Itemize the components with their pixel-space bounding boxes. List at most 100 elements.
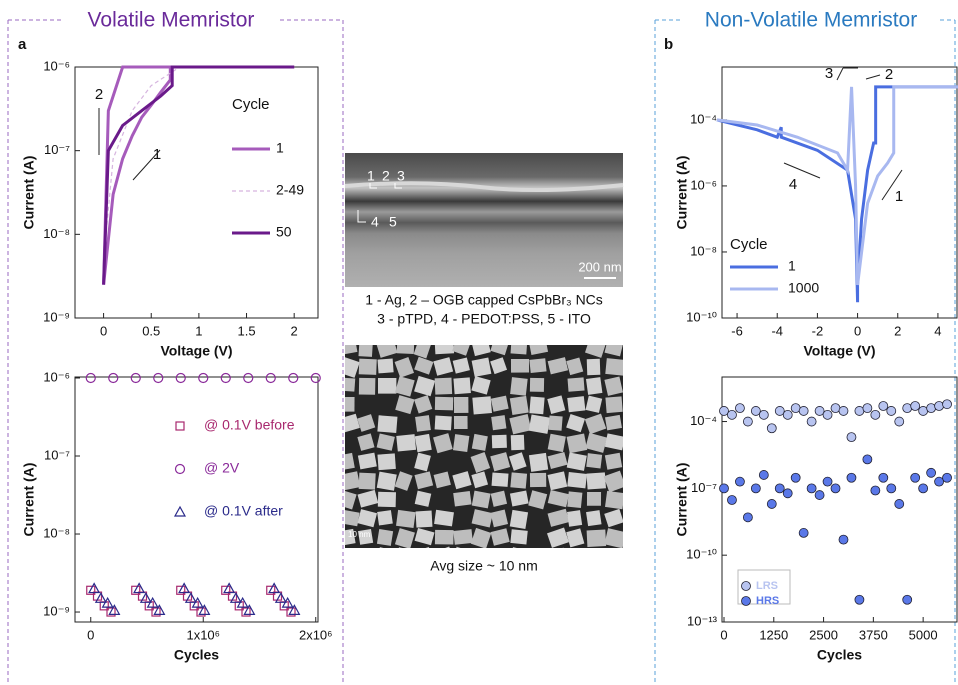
series-line <box>102 65 295 285</box>
x-tick-label: 0 <box>854 323 861 338</box>
nanocube <box>490 357 508 375</box>
legend-marker <box>741 596 751 606</box>
nanocube <box>345 528 356 546</box>
legend-marker <box>175 421 185 431</box>
nanocube <box>377 415 398 433</box>
marker <box>274 592 287 603</box>
nanocube <box>453 396 469 413</box>
nanocube <box>414 490 432 507</box>
marker <box>243 372 254 384</box>
marker <box>176 585 186 595</box>
left-title: Volatile Memristor <box>88 9 255 32</box>
nanocube <box>415 415 431 432</box>
x-tick-label: 3750 <box>859 627 888 642</box>
y-tick-label: 10⁻⁶ <box>690 177 717 192</box>
nanocube <box>471 345 491 357</box>
nanocube <box>547 490 570 508</box>
arrow <box>881 169 903 201</box>
marker <box>782 488 793 499</box>
nanocube <box>415 510 433 528</box>
nanocube <box>605 396 623 414</box>
marker <box>838 406 849 416</box>
nanocube <box>414 527 435 546</box>
nanocube <box>345 509 360 527</box>
nanocube <box>453 377 471 395</box>
marker <box>822 476 833 487</box>
annotation: 2 <box>95 86 103 103</box>
x-tick-label: 1.5 <box>237 323 255 338</box>
arrow <box>836 67 844 81</box>
y-axis-label: Current (A) <box>674 156 690 230</box>
nanocube <box>567 491 583 508</box>
marker <box>196 607 206 617</box>
y-tick-label: 10⁻⁶ <box>43 369 70 384</box>
nanocube <box>510 377 528 396</box>
x-tick-label: 2500 <box>809 627 838 642</box>
nanocube <box>510 472 528 489</box>
nanocube <box>509 490 529 507</box>
marker <box>178 582 191 594</box>
marker <box>774 483 785 494</box>
nanocube <box>376 345 398 358</box>
nanocube <box>358 472 376 490</box>
y-tick-label: 10⁻⁴ <box>690 413 717 428</box>
sem-image <box>345 345 642 548</box>
nanocube <box>396 509 416 529</box>
marker <box>806 416 817 427</box>
nanocube <box>345 377 356 392</box>
nanocube <box>547 508 570 527</box>
marker <box>926 467 937 478</box>
y-tick-label: 10⁻⁹ <box>43 603 70 618</box>
marker <box>94 592 107 603</box>
marker <box>86 585 96 595</box>
nanocube <box>528 345 549 356</box>
nanocube <box>345 471 361 491</box>
marker <box>198 372 209 384</box>
nanocube <box>358 358 377 375</box>
nanocube <box>622 414 623 435</box>
marker <box>229 592 242 603</box>
nanocube <box>566 452 587 471</box>
nanocube <box>624 396 642 415</box>
nanocube <box>453 415 468 430</box>
nanocube <box>566 413 586 433</box>
marker <box>191 596 204 608</box>
nanocube <box>452 471 472 490</box>
marker <box>758 409 769 420</box>
nanocube <box>471 471 489 489</box>
marker <box>766 423 777 434</box>
nanocube <box>472 396 492 415</box>
nanocube <box>491 415 507 431</box>
marker <box>175 372 186 384</box>
nanocube <box>584 345 607 358</box>
x-tick-label: 0 <box>100 323 107 338</box>
arrow <box>783 162 821 179</box>
nanocube <box>528 452 549 472</box>
left-frame <box>7 19 344 685</box>
marker <box>288 372 299 384</box>
marker <box>742 512 753 523</box>
nanocube <box>567 472 587 489</box>
marker <box>910 472 921 483</box>
nanocube <box>376 471 397 491</box>
nanocube <box>510 434 525 451</box>
nanocube <box>396 434 417 452</box>
marker <box>198 604 211 615</box>
marker <box>822 409 833 420</box>
marker <box>830 483 841 494</box>
nanocube <box>585 395 603 413</box>
caption: Avg size ~ 10 nm <box>430 558 538 574</box>
marker <box>942 399 952 410</box>
marker <box>310 372 321 384</box>
x-axis-label: Cycles <box>174 647 219 663</box>
y-tick-label: 10⁻¹⁰ <box>686 547 717 562</box>
plot-frame <box>74 376 319 623</box>
scale-label: 200 nm <box>578 259 621 274</box>
nanocube <box>394 357 415 378</box>
nanocube <box>357 529 374 545</box>
y-tick-label: 10⁻⁷ <box>44 447 70 462</box>
nanocube <box>395 376 415 397</box>
nanocube <box>490 490 508 507</box>
y-tick-label: 10⁻¹³ <box>687 613 718 628</box>
